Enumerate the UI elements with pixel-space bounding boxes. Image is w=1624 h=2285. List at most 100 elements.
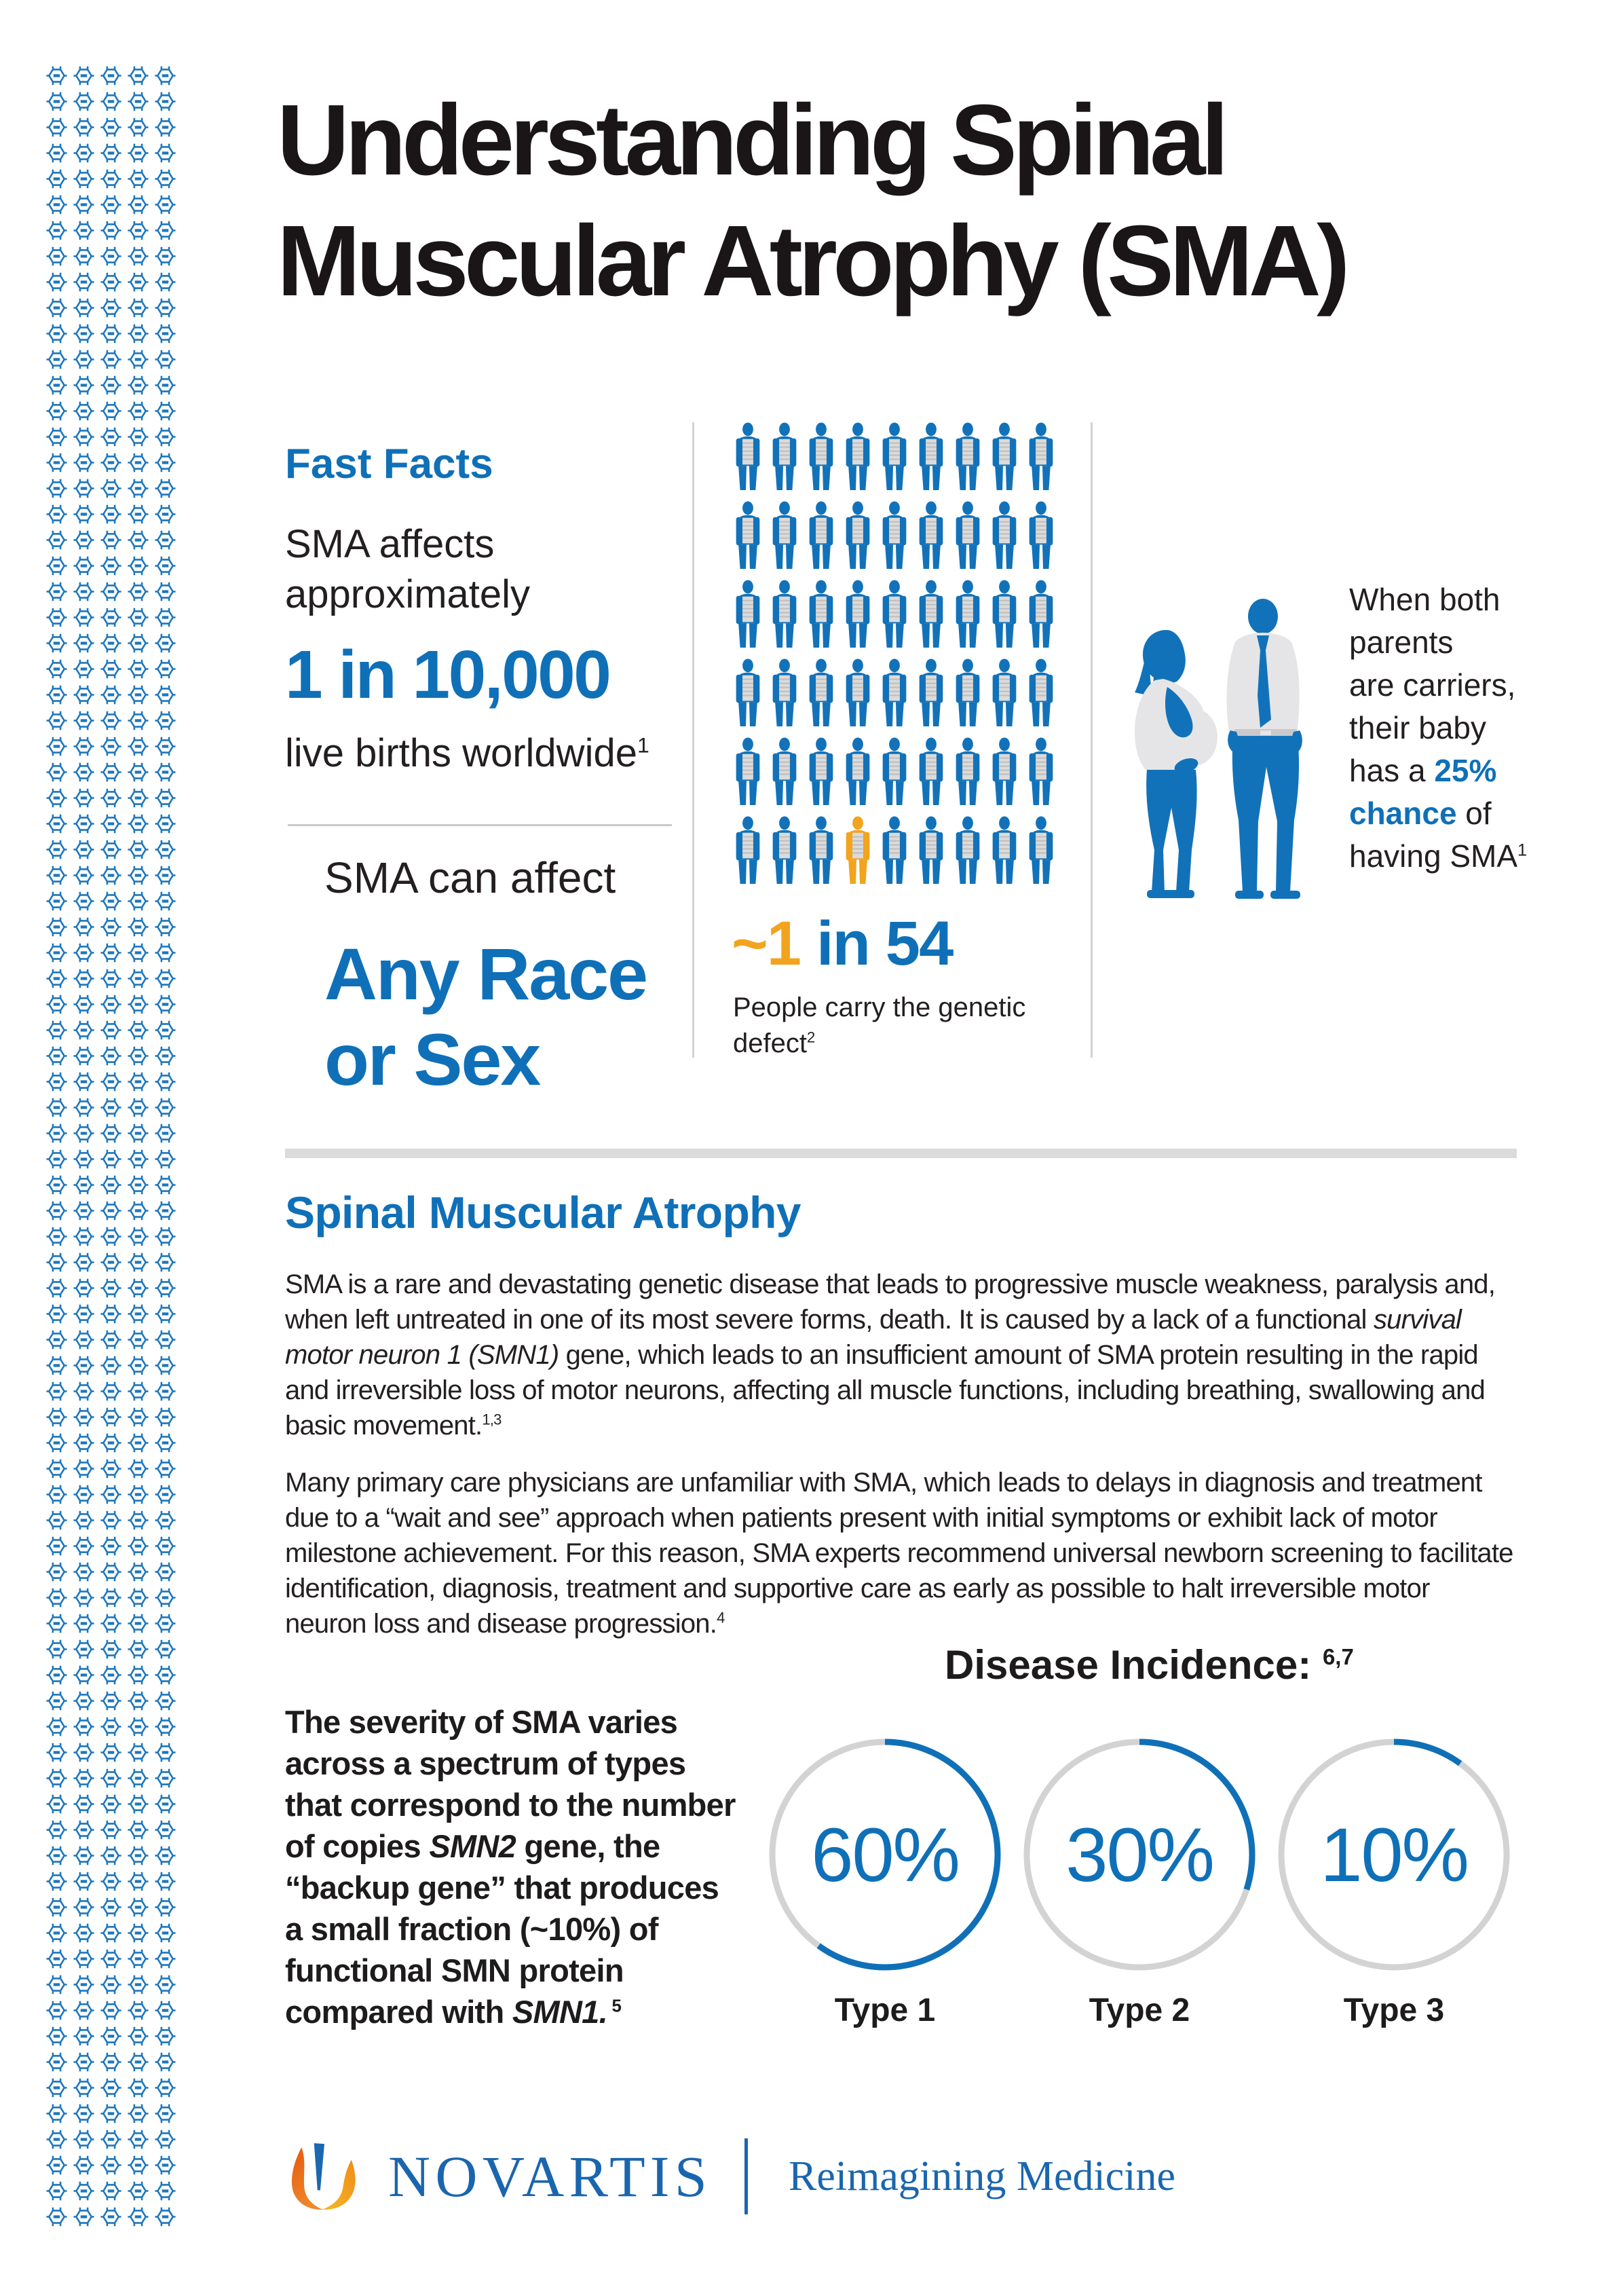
molecule-hexagon-icon: [46, 1897, 67, 1918]
molecule-hexagon-icon: [100, 1613, 121, 1634]
molecule-hexagon-icon: [73, 942, 94, 963]
vertical-divider: [1091, 422, 1093, 1058]
person-icon: [953, 501, 983, 570]
molecule-hexagon-icon: [46, 2103, 67, 2124]
person-icon: [989, 737, 1019, 806]
molecule-hexagon-icon: [73, 220, 94, 241]
molecule-hexagon-icon: [73, 1974, 94, 1995]
molecule-hexagon-icon: [155, 684, 176, 705]
molecule-hexagon-icon: [100, 1922, 121, 1944]
molecule-hexagon-icon: [46, 813, 67, 834]
molecule-hexagon-icon: [73, 1613, 94, 1634]
molecule-hexagon-icon: [128, 2103, 149, 2124]
molecule-hexagon-icon: [155, 1871, 176, 1892]
footer-tagline: Reimagining Medicine: [789, 2153, 1175, 2199]
molecule-hexagon-icon: [155, 1716, 176, 1737]
molecule-hexagon-icon: [73, 1149, 94, 1170]
molecule-hexagon-icon: [73, 426, 94, 447]
molecule-hexagon-icon: [46, 143, 67, 164]
molecule-hexagon-icon: [100, 117, 121, 138]
molecule-hexagon-icon: [73, 968, 94, 989]
molecule-hexagon-icon: [100, 581, 121, 602]
person-icon: [916, 580, 946, 648]
molecule-hexagon-icon: [155, 1819, 176, 1840]
donut-value: 30%: [1065, 1812, 1215, 1897]
incidence-donut-type-2: 30% Type 2: [1020, 1735, 1259, 2029]
molecule-hexagon-icon: [155, 710, 176, 731]
fast-facts-panel: Fast Facts SMA affects approximately 1 in…: [285, 440, 692, 776]
molecule-hexagon-icon: [46, 1819, 67, 1840]
molecule-hexagon-icon: [128, 117, 149, 138]
carrier-risk-note: When both parents are carriers, their baby h…: [1349, 582, 1528, 874]
molecule-hexagon-icon: [46, 1097, 67, 1118]
molecule-hexagon-icon: [155, 1226, 176, 1247]
molecule-hexagon-icon: [100, 942, 121, 963]
molecule-hexagon-icon: [128, 1561, 149, 1582]
molecule-hexagon-icon: [100, 143, 121, 164]
molecule-hexagon-icon: [155, 349, 176, 370]
molecule-hexagon-icon: [128, 452, 149, 473]
molecule-hexagon-icon: [128, 91, 149, 112]
molecule-hexagon-icon: [155, 2180, 176, 2202]
molecule-hexagon-icon: [46, 246, 67, 267]
molecule-hexagon-icon: [73, 607, 94, 628]
molecule-hexagon-icon: [128, 813, 149, 834]
molecule-hexagon-icon: [46, 1458, 67, 1479]
molecule-hexagon-icon: [73, 1794, 94, 1815]
molecule-hexagon-icon: [128, 787, 149, 809]
molecule-hexagon-icon: [155, 994, 176, 1015]
molecule-hexagon-icon: [155, 504, 176, 525]
molecule-hexagon-icon: [100, 1045, 121, 1066]
molecule-hexagon-icon: [73, 1329, 94, 1350]
molecule-hexagon-icon: [46, 994, 67, 1015]
molecule-hexagon-icon: [46, 1355, 67, 1376]
about-heading: Spinal Muscular Atrophy: [285, 1187, 801, 1238]
molecule-hexagon-icon: [100, 1897, 121, 1918]
molecule-hexagon-icon: [100, 1536, 121, 1557]
molecule-hexagon-icon: [100, 297, 121, 318]
molecule-hexagon-icon: [128, 1329, 149, 1350]
novartis-flame-icon: [291, 2143, 356, 2210]
molecule-hexagon-icon: [46, 942, 67, 963]
molecule-hexagon-icon: [100, 272, 121, 293]
molecule-hexagon-icon: [100, 2103, 121, 2124]
molecule-hexagon-icon: [46, 839, 67, 860]
person-icon: [953, 737, 983, 806]
molecule-hexagon-icon: [155, 1794, 176, 1815]
molecule-hexagon-icon: [155, 1561, 176, 1582]
molecule-hexagon-icon: [46, 891, 67, 912]
molecule-hexagon-icon: [155, 2077, 176, 2098]
molecule-hexagon-icon: [128, 710, 149, 731]
molecule-hexagon-icon: [100, 1097, 121, 1118]
molecule-hexagon-icon: [155, 555, 176, 576]
molecule-hexagon-icon: [73, 1226, 94, 1247]
molecule-hexagon-icon: [100, 1123, 121, 1144]
molecule-hexagon-icon: [100, 2077, 121, 2098]
person-icon: [806, 580, 836, 648]
molecule-hexagon-icon: [128, 968, 149, 989]
molecule-hexagon-icon: [100, 91, 121, 112]
molecule-hexagon-icon: [46, 220, 67, 241]
molecule-hexagon-icon: [73, 2129, 94, 2150]
molecule-hexagon-icon: [100, 710, 121, 731]
person-icon: [770, 816, 799, 885]
person-icon: [733, 658, 763, 727]
molecule-hexagon-icon: [73, 452, 94, 473]
molecule-hexagon-icon: [100, 658, 121, 680]
molecule-hexagon-icon: [46, 1020, 67, 1041]
molecule-hexagon-icon: [73, 865, 94, 886]
molecule-hexagon-icon: [73, 2206, 94, 2227]
person-icon: [843, 422, 873, 491]
molecule-hexagon-icon: [128, 1948, 149, 1969]
divider: [288, 824, 672, 826]
molecule-hexagon-icon: [73, 891, 94, 912]
molecule-hexagon-icon: [155, 297, 176, 318]
molecule-hexagon-icon: [100, 1303, 121, 1324]
molecule-hexagon-icon: [46, 117, 67, 138]
molecule-hexagon-icon: [100, 736, 121, 757]
molecule-hexagon-icon: [128, 1432, 149, 1453]
molecule-hexagon-icon: [100, 1845, 121, 1866]
molecule-hexagon-icon: [73, 1897, 94, 1918]
molecule-hexagon-icon: [46, 1123, 67, 1144]
